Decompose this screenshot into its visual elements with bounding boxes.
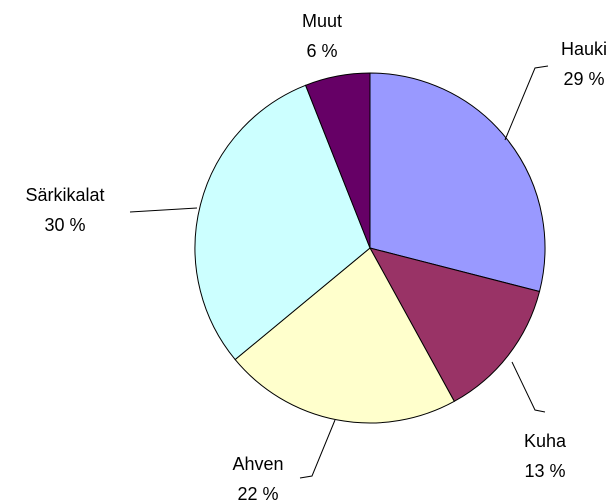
slice-label: Kuha xyxy=(524,431,567,451)
pie-slice xyxy=(234,247,455,424)
slice-label: Muut xyxy=(302,11,342,31)
slice-label: Särkikalat xyxy=(25,185,104,205)
slice-value-label: 13 % xyxy=(524,461,565,481)
pie-slice xyxy=(369,72,546,293)
slice-label: Hauki xyxy=(561,39,607,59)
pie-slice xyxy=(194,84,371,361)
slice-value-label: 6 % xyxy=(306,41,337,61)
leader-line xyxy=(129,207,198,213)
slice-value-label: 22 % xyxy=(237,484,278,504)
slice-label: Ahven xyxy=(232,454,283,474)
slice-value-label: 30 % xyxy=(44,215,85,235)
leader-line xyxy=(299,419,336,479)
leader-line xyxy=(511,361,546,413)
pie-slice xyxy=(304,72,371,249)
pie-slice xyxy=(369,247,541,403)
leader-line xyxy=(504,65,549,141)
slice-value-label: 29 % xyxy=(563,69,604,89)
